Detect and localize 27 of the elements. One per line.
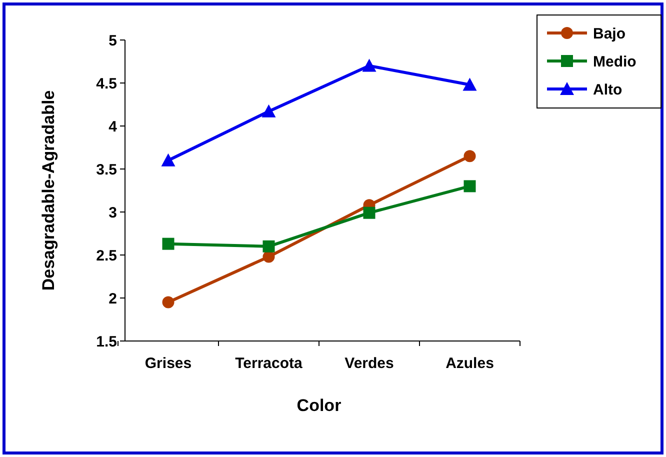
legend-label: Alto [593, 81, 622, 98]
x-tick-label: Verdes [344, 355, 394, 372]
x-axis-title: Color [296, 396, 342, 415]
x-tick-label: Grises [144, 355, 192, 372]
y-tick-label: 2 [108, 290, 117, 308]
x-tick-label: Terracota [235, 355, 304, 372]
point [262, 104, 276, 118]
point [363, 206, 376, 219]
y-tick-label: 4 [108, 118, 118, 136]
point [262, 240, 275, 252]
point [162, 238, 174, 250]
x-tick-label: Azules [446, 355, 494, 372]
y-tick-label: 2.5 [96, 247, 117, 264]
y-tick-label: 3.5 [96, 161, 117, 178]
y-tick-label: 1.5 [96, 333, 117, 350]
y-tick-label: 5 [108, 32, 117, 50]
point [464, 150, 476, 162]
point [162, 296, 174, 308]
legend-label: Bajo [593, 25, 626, 42]
y-tick-label: 3 [108, 204, 117, 222]
y-axis-title: Desagradable-Agradable [39, 90, 58, 291]
point [362, 58, 376, 72]
legend-label: Medio [593, 53, 636, 70]
point [161, 153, 176, 166]
point [462, 78, 477, 91]
point [464, 180, 476, 192]
y-tick-label: 4.5 [96, 75, 117, 92]
